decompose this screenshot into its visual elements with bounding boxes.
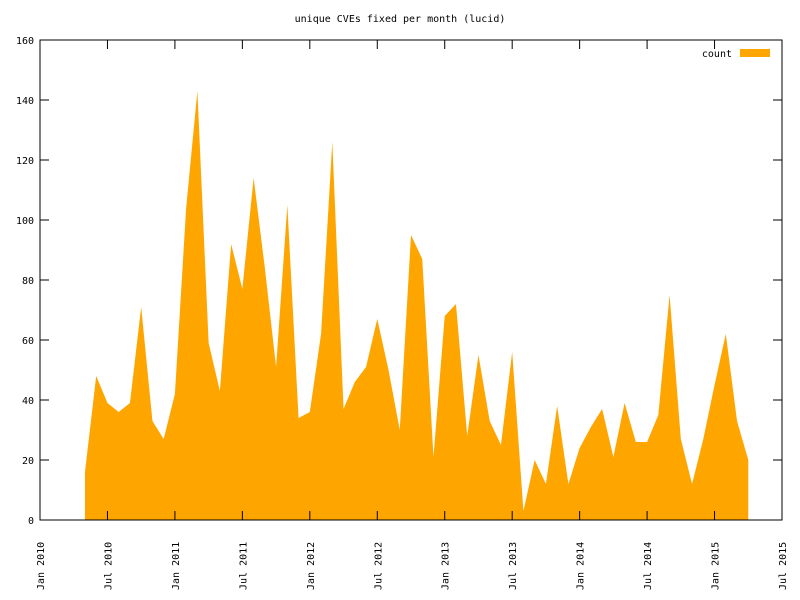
x-tick-label: Jul 2014	[643, 542, 654, 590]
y-tick-label: 40	[22, 396, 34, 407]
x-tick-label: Jan 2013	[441, 542, 452, 590]
x-tick-label: Jan 2014	[576, 542, 587, 590]
y-tick-label: 80	[22, 276, 34, 287]
y-tick-label: 60	[22, 336, 34, 347]
y-tick-label: 20	[22, 456, 34, 467]
x-tick-label: Jan 2015	[711, 542, 722, 590]
area	[84, 91, 749, 520]
chart-title: unique CVEs fixed per month (lucid)	[295, 14, 506, 25]
legend-label: count	[702, 49, 732, 60]
x-tick-label: Jul 2013	[508, 542, 519, 590]
y-tick-label: 120	[16, 156, 34, 167]
x-tick-label: Jan 2010	[36, 542, 47, 590]
x-tick-label: Jan 2012	[306, 542, 317, 590]
x-tick-label: Jul 2012	[373, 542, 384, 590]
x-tick-label: Jul 2011	[238, 542, 249, 590]
y-tick-label: 140	[16, 96, 34, 107]
legend-swatch	[740, 49, 770, 57]
x-tick-label: Jan 2011	[171, 542, 182, 590]
x-tick-label: Jul 2010	[103, 542, 114, 590]
y-tick-label: 0	[28, 516, 34, 527]
y-tick-label: 160	[16, 36, 34, 47]
y-tick-label: 100	[16, 216, 34, 227]
x-tick-label: Jul 2015	[778, 542, 789, 590]
